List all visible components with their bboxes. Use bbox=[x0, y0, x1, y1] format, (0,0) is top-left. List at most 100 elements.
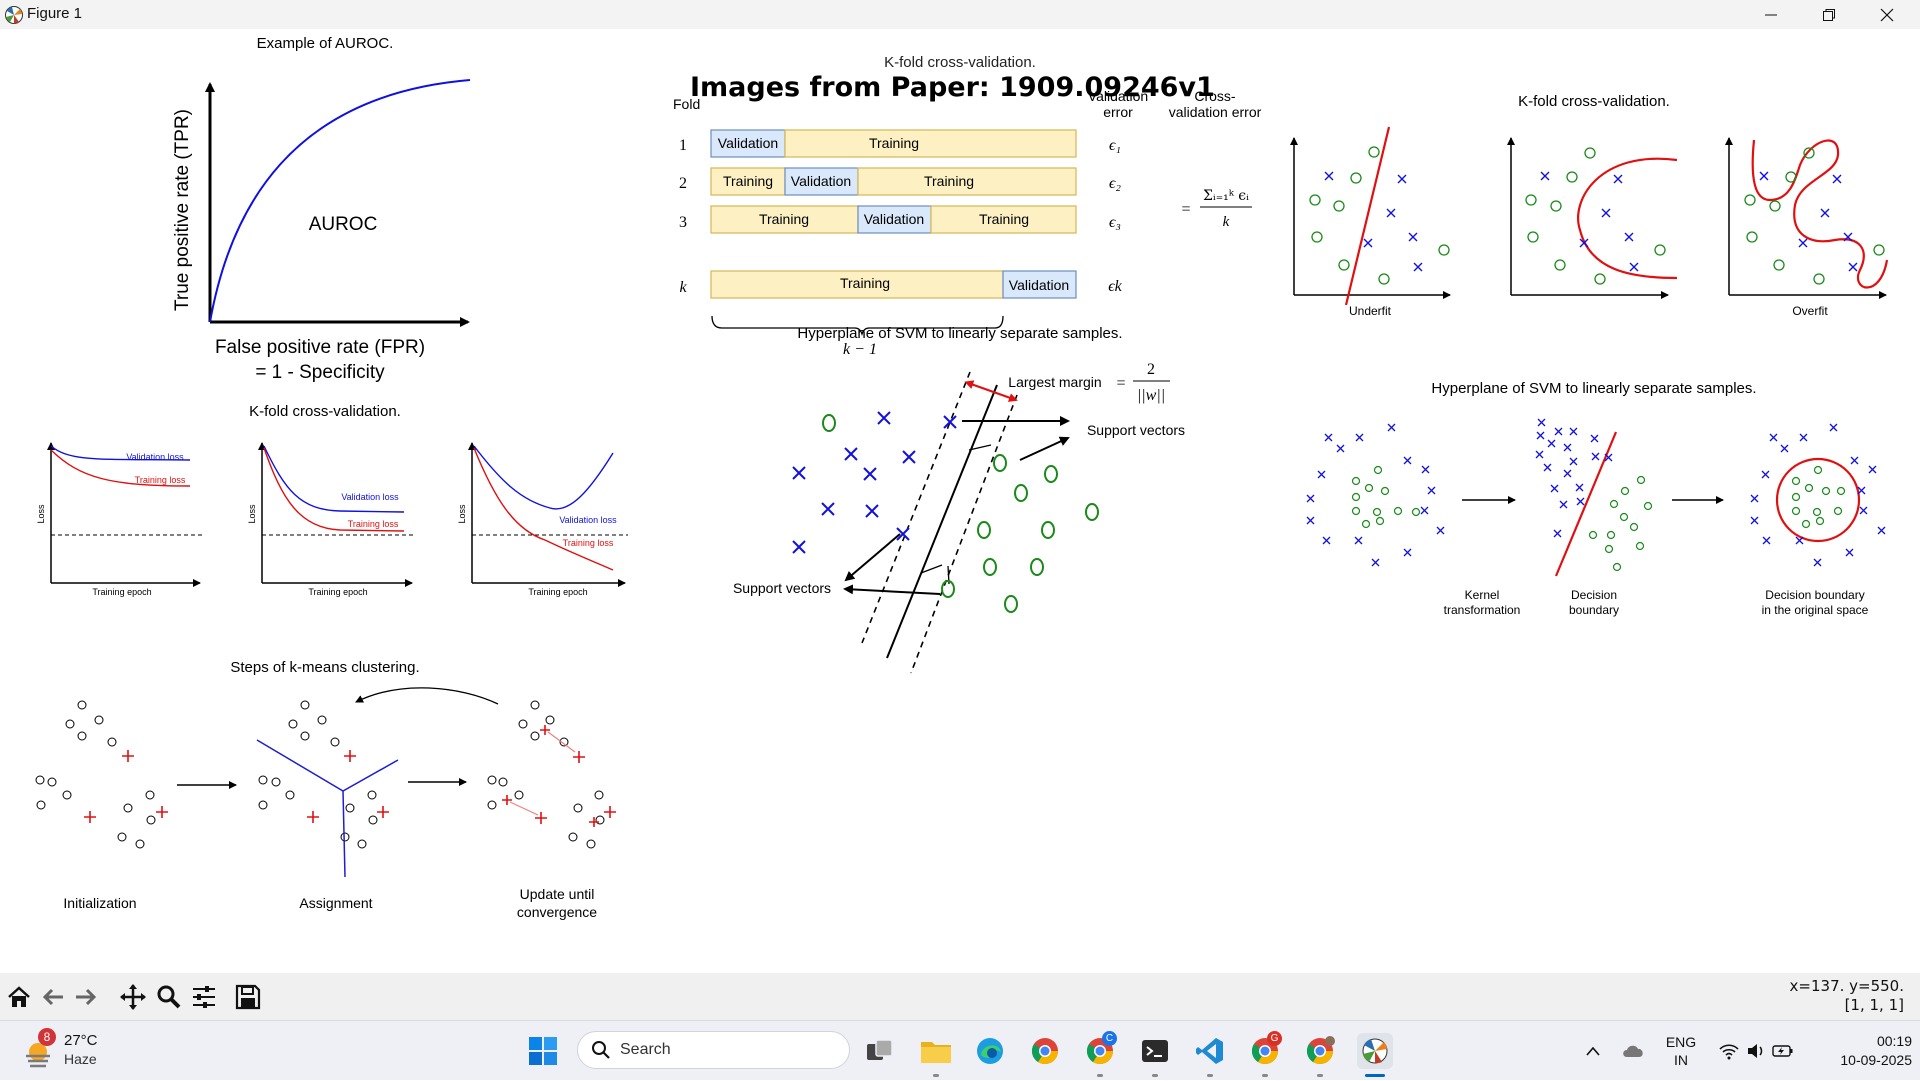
svg-text:Training epoch: Training epoch bbox=[92, 587, 151, 597]
svg-text:Validation: Validation bbox=[718, 135, 778, 151]
auroc-curve bbox=[209, 79, 471, 323]
clock-date: 10-09-2025 bbox=[1840, 1052, 1912, 1068]
coord-line-2: [1, 1, 1] bbox=[1844, 996, 1904, 1014]
running-indicator bbox=[1317, 1074, 1323, 1077]
kernel-title: Hyperplane of SVM to linearly separate s… bbox=[1431, 380, 1756, 397]
close-button[interactable] bbox=[1858, 0, 1916, 29]
error-label-k: ϵk bbox=[1108, 278, 1122, 295]
kernel-original-o bbox=[1351, 465, 1421, 529]
fold-label-3: 3 bbox=[679, 214, 687, 231]
windows-logo-icon bbox=[529, 1037, 557, 1065]
terminal-button[interactable] bbox=[1137, 1033, 1173, 1069]
original-label-2: in the original space bbox=[1762, 603, 1869, 617]
formula-denominator: k bbox=[1223, 214, 1230, 230]
search-icon bbox=[592, 1041, 610, 1059]
matplotlib-icon bbox=[5, 6, 23, 24]
boundary-label-1: Decision bbox=[1571, 588, 1617, 602]
terminal-icon bbox=[1142, 1040, 1168, 1062]
svg-text:Training: Training bbox=[869, 135, 919, 151]
vscode-button[interactable] bbox=[1192, 1033, 1228, 1069]
save-button[interactable] bbox=[232, 981, 264, 1013]
configure-subplots-button[interactable] bbox=[188, 981, 220, 1013]
window-titlebar[interactable]: Figure 1 bbox=[0, 0, 1920, 29]
svg-text:Validation: Validation bbox=[791, 173, 851, 189]
fold-label-k: k bbox=[679, 279, 687, 296]
chrome-profile-c-button[interactable]: C bbox=[1082, 1031, 1118, 1069]
svg-text:Loss: Loss bbox=[36, 504, 46, 524]
svg-text:Training epoch: Training epoch bbox=[528, 587, 587, 597]
svg-text:Training: Training bbox=[924, 173, 974, 189]
overfit-label: Overfit bbox=[1792, 304, 1828, 318]
language-indicator[interactable]: ENG IN bbox=[1660, 1021, 1702, 1081]
val-error-header-2: error bbox=[1103, 104, 1133, 120]
pan-button[interactable] bbox=[117, 981, 149, 1013]
window-title: Figure 1 bbox=[27, 5, 83, 22]
edge-browser-button[interactable] bbox=[972, 1033, 1008, 1069]
task-view-button[interactable] bbox=[862, 1033, 898, 1069]
chrome-profile-avatar-button[interactable] bbox=[1302, 1033, 1338, 1069]
margin-label: Largest margin bbox=[1008, 374, 1101, 390]
onedrive-button[interactable] bbox=[1618, 1021, 1648, 1081]
svm-panel: Hyperplane of SVM to linearly separate s… bbox=[733, 325, 1185, 674]
svm-margin-arrow bbox=[964, 380, 1018, 402]
error-label-1: ϵ₁ bbox=[1109, 137, 1121, 154]
file-explorer-button[interactable] bbox=[918, 1033, 954, 1069]
chrome-button-1[interactable] bbox=[1027, 1033, 1063, 1069]
fold-label-1: 1 bbox=[679, 137, 687, 154]
wifi-icon bbox=[1719, 1044, 1739, 1060]
formula-numerator: Σᵢ₌₁ᵏ ϵᵢ bbox=[1203, 188, 1249, 204]
back-button[interactable] bbox=[37, 981, 69, 1013]
kmeans-update-label-1: Update until bbox=[520, 886, 595, 902]
margin-numerator: 2 bbox=[1147, 361, 1155, 378]
coord-line-1: x=137. y=550. bbox=[1789, 977, 1904, 995]
show-hidden-icons-button[interactable] bbox=[1580, 1021, 1606, 1081]
chevron-up-icon bbox=[1586, 1046, 1600, 1056]
svg-text:Loss: Loss bbox=[247, 504, 257, 524]
svg-text:Training: Training bbox=[723, 173, 773, 189]
svg-text:Validation loss: Validation loss bbox=[126, 452, 184, 462]
svm-hyperplane bbox=[886, 384, 998, 659]
cursor-coordinates: x=137. y=550. [1, 1, 1] bbox=[1790, 977, 1904, 1015]
chrome-badge-c: C bbox=[1102, 1031, 1117, 1046]
kfold-loss-title: K-fold cross-validation. bbox=[249, 403, 401, 420]
chrome-profile-g-button[interactable]: G bbox=[1247, 1031, 1283, 1069]
edge-icon bbox=[977, 1038, 1003, 1064]
fold2-training-block-2 bbox=[857, 167, 1077, 196]
taskbar-search-box[interactable]: Search bbox=[577, 1031, 850, 1069]
cv-error-header-2: validation error bbox=[1169, 104, 1262, 120]
margin-equals: = bbox=[1116, 375, 1125, 392]
zoom-button[interactable] bbox=[153, 981, 185, 1013]
clock[interactable]: 00:19 10-09-2025 bbox=[1806, 1021, 1912, 1081]
weather-widget[interactable]: 8 27°C Haze bbox=[20, 1028, 160, 1072]
kernel-linear-boundary bbox=[1554, 431, 1618, 577]
svg-text:Training: Training bbox=[979, 211, 1029, 227]
home-button[interactable] bbox=[3, 981, 35, 1013]
svg-text:Validation: Validation bbox=[864, 211, 924, 227]
clock-time: 00:19 bbox=[1876, 1033, 1912, 1049]
fitting-title: K-fold cross-validation. bbox=[1518, 93, 1670, 110]
fold2-validation-block bbox=[784, 167, 859, 196]
temperature-text: 27°C bbox=[64, 1032, 98, 1049]
figure-suptitle: Images from Paper: 1909.09246v1 bbox=[690, 72, 1215, 103]
matplotlib-taskbar-button[interactable] bbox=[1357, 1033, 1393, 1069]
language-line-2: IN bbox=[1674, 1052, 1688, 1068]
boundary-label-2: boundary bbox=[1569, 603, 1619, 617]
svm-margin-line-2 bbox=[910, 394, 1018, 674]
chrome-icon bbox=[1031, 1038, 1059, 1065]
underfit-label: Underfit bbox=[1349, 304, 1392, 318]
figure-canvas[interactable]: Example of AUROC. AUROC False positive r… bbox=[0, 29, 1920, 973]
minimize-button[interactable] bbox=[1742, 0, 1800, 29]
underfit-plot: Underfit bbox=[1290, 126, 1451, 318]
fold3-training-block-1 bbox=[710, 205, 859, 234]
start-button[interactable] bbox=[525, 1033, 561, 1069]
folder-icon bbox=[921, 1042, 951, 1063]
forward-button[interactable] bbox=[70, 981, 102, 1013]
svg-text:Training loss: Training loss bbox=[563, 538, 614, 548]
matplotlib-icon bbox=[1362, 1038, 1388, 1064]
restore-button[interactable] bbox=[1800, 0, 1858, 29]
quick-settings-button[interactable] bbox=[1714, 1021, 1798, 1081]
kernel-circular-boundary bbox=[1775, 457, 1861, 543]
kernel-original-x bbox=[1306, 423, 1445, 567]
zoom-icon bbox=[157, 985, 181, 1009]
kmeans-init-centroids bbox=[84, 750, 168, 823]
